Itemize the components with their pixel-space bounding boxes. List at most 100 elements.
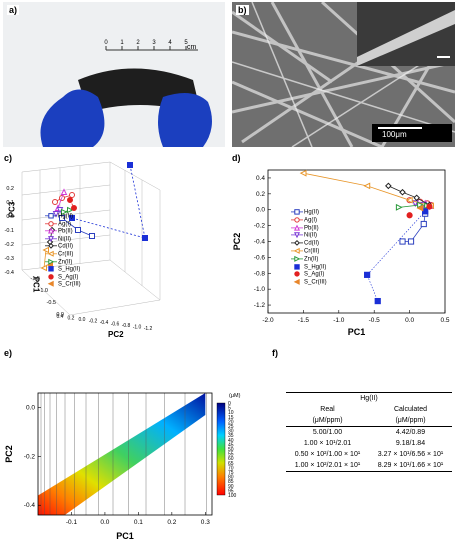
marker-point bbox=[293, 232, 301, 239]
marker-point bbox=[420, 220, 427, 228]
col2-head: Calculated bbox=[393, 406, 428, 413]
marker-point bbox=[407, 238, 415, 245]
legend-label: Zn(II) bbox=[58, 258, 73, 265]
marker-point bbox=[48, 220, 54, 227]
legend-label: Cd(II) bbox=[304, 240, 319, 247]
y-tick-label: 0.0 bbox=[26, 405, 35, 412]
marker-point bbox=[294, 216, 300, 223]
marker-point bbox=[416, 204, 424, 212]
col1-head: Real bbox=[320, 406, 335, 413]
marker-point bbox=[59, 215, 65, 221]
marker-point bbox=[48, 273, 54, 280]
marker-point bbox=[89, 233, 95, 239]
marker-point bbox=[67, 197, 73, 203]
x-axis-label: PC1 bbox=[116, 531, 134, 541]
colorbar-tick-label: 95 bbox=[228, 488, 234, 494]
y-tick-label: 0.2 bbox=[256, 191, 265, 198]
col1-unit: (μM/ppm) bbox=[286, 415, 369, 427]
legend-label: Cr(III) bbox=[58, 251, 74, 258]
marker-point bbox=[293, 279, 300, 286]
marker-point bbox=[395, 203, 403, 211]
legend-entry: Ni(II) bbox=[290, 231, 317, 239]
pc1-tick-label: -1.2 bbox=[144, 326, 153, 332]
legend-marker-icon bbox=[48, 273, 54, 280]
z-tick-label: 0.0 bbox=[6, 214, 14, 220]
pc1-tick-label: -1.0 bbox=[133, 325, 142, 331]
marker-point bbox=[48, 213, 54, 219]
marker-point bbox=[399, 238, 406, 245]
colorbar-tick-label: 15 bbox=[228, 415, 234, 421]
panel-d-label: d) bbox=[232, 153, 241, 163]
x-tick-label: 0.3 bbox=[201, 519, 210, 526]
sem-image: b) 100μm bbox=[232, 2, 455, 147]
colorbar-tick-label: 45 bbox=[228, 442, 234, 448]
series-line bbox=[303, 172, 431, 207]
pc2-tick-label: -1.0 bbox=[39, 288, 48, 294]
marker-point bbox=[426, 203, 433, 210]
z-tick-label: -0.2 bbox=[5, 242, 14, 248]
legend-label: Ag(I) bbox=[304, 217, 318, 224]
marker-point bbox=[422, 208, 429, 215]
marker-point bbox=[52, 211, 60, 218]
pca3d-svg: 0.20.10.0-0.1-0.2-0.3-0.4 0.4 0.2 0.0 -0.2-… bbox=[5, 161, 161, 332]
marker-point bbox=[417, 201, 424, 209]
legend-marker-icon bbox=[48, 266, 54, 272]
marker-point bbox=[294, 255, 301, 262]
legend-entry: Hg(II) bbox=[290, 208, 319, 216]
marker-point bbox=[47, 250, 54, 257]
legend-label: Zn(II) bbox=[304, 256, 319, 263]
marker-point bbox=[47, 227, 55, 234]
legend-label: Cr(III) bbox=[304, 248, 320, 255]
legend-entry: S_Hg(II) bbox=[290, 263, 326, 271]
marker-point bbox=[61, 208, 68, 216]
marker-point bbox=[48, 258, 55, 265]
legend-entry: S_Ag(I) bbox=[290, 270, 324, 278]
legend-label: S_Cr(III) bbox=[58, 281, 81, 288]
legend-entry: S_Cr(III) bbox=[44, 280, 81, 288]
heatmap-band bbox=[38, 393, 206, 515]
table-cell: 8.29 × 10¹/1.66 × 10¹ bbox=[369, 460, 452, 472]
marker-point bbox=[294, 209, 300, 215]
colorbar-tick-label: 60 bbox=[228, 456, 234, 462]
colorbar-tick-label: 5 bbox=[228, 406, 231, 412]
colorbar-tick-label: 40 bbox=[228, 438, 234, 444]
z-tick-label: 0.1 bbox=[6, 200, 14, 206]
photo-carbon-sheet: 0 1 2 3 4 5 a) cm bbox=[3, 2, 225, 147]
marker-point bbox=[374, 297, 381, 305]
table-cell: 5.00/1.00 bbox=[312, 429, 343, 436]
legend-marker-icon bbox=[45, 243, 57, 250]
legend-marker-icon bbox=[291, 209, 303, 215]
x-tick-label: 0.5 bbox=[440, 317, 449, 324]
legend-entry: Cd(II) bbox=[44, 242, 73, 250]
marker-point bbox=[48, 266, 54, 272]
y-tick-label: -0.6 bbox=[254, 254, 266, 261]
marker-point bbox=[399, 188, 406, 196]
series-line bbox=[366, 211, 426, 302]
y-axis-label: PC2 bbox=[4, 445, 14, 463]
colorbar-unit: (μM) bbox=[229, 393, 241, 399]
legend-entry: Cd(II) bbox=[290, 239, 319, 247]
hg-calibration-table: Hg(II) Real Calculated (μM/ppm) (μM/ppm) 5… bbox=[286, 392, 452, 472]
marker-point bbox=[71, 205, 77, 211]
x-tick-label: -0.5 bbox=[369, 317, 381, 324]
marker-point bbox=[413, 194, 420, 202]
ruler-tick-label: 4 bbox=[168, 40, 172, 46]
panel-e-label: e) bbox=[4, 348, 13, 358]
marker-point bbox=[299, 169, 307, 177]
y-tick-label: -0.2 bbox=[24, 453, 36, 460]
colorbar-tick-label: 30 bbox=[228, 429, 234, 435]
legend-marker-icon bbox=[291, 224, 303, 231]
marker-point bbox=[363, 182, 371, 190]
pc1-tick-label: -0.4 bbox=[100, 320, 109, 326]
marker-point bbox=[69, 192, 75, 198]
pc1-tick-label: -0.2 bbox=[89, 319, 98, 325]
marker-point bbox=[47, 235, 55, 242]
ruler-tick-label: 0 bbox=[104, 40, 108, 46]
col2-unit: (μM/ppm) bbox=[369, 415, 452, 427]
x-axis-label: PC1 bbox=[348, 327, 366, 337]
table-cell: 1.00 × 10¹/2.01 bbox=[303, 440, 352, 447]
y-axis-label: PC2 bbox=[232, 233, 242, 251]
ruler-tick-label: 2 bbox=[136, 40, 140, 46]
legend-entry: Ag(I) bbox=[290, 216, 317, 224]
colorbar-tick-label: 70 bbox=[228, 465, 234, 471]
